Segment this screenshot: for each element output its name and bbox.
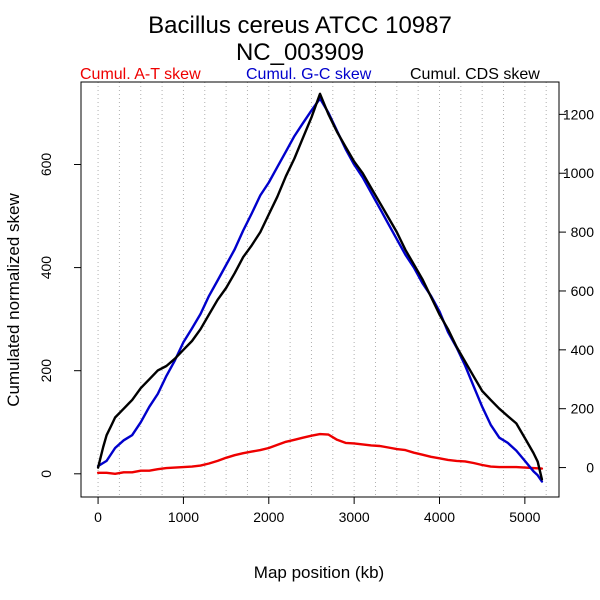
x-axis-label: Map position (kb) (254, 563, 384, 582)
y-right-tick-label: 400 (571, 342, 595, 358)
y-right-tick-label: 200 (571, 401, 595, 417)
x-tick-label: 5000 (509, 509, 540, 525)
x-tick-label: 3000 (339, 509, 370, 525)
y-left-tick-label: 600 (38, 153, 54, 177)
x-tick-label: 4000 (424, 509, 455, 525)
y-axis-left: 0 200 400 600 (38, 153, 81, 478)
y-left-tick-label: 400 (38, 256, 54, 280)
legend-gc-skew: Cumul. G-C skew (246, 66, 372, 83)
x-tick-label: 0 (94, 509, 102, 525)
chart-title: Bacillus cereus ATCC 10987 (148, 12, 452, 39)
x-tick-label: 2000 (253, 509, 284, 525)
y-right-tick-label: 1000 (563, 165, 594, 181)
legend-cds-skew: Cumul. CDS skew (410, 66, 540, 83)
series-line-cumul-cds-skew (96, 92, 544, 481)
series-layer (96, 92, 544, 483)
y-left-tick-label: 0 (38, 470, 54, 478)
chart-subtitle: NC_003909 (236, 39, 364, 66)
x-tick-label: 1000 (168, 509, 199, 525)
x-axis: 0 1000 2000 3000 4000 5000 (94, 497, 541, 525)
y-right-tick-label: 800 (571, 224, 595, 240)
y-right-tick-label: 0 (586, 460, 594, 476)
y-axis-right: 0 200 400 600 800 1000 1200 (559, 106, 595, 476)
plot-frame (80, 81, 560, 498)
y-left-tick-label: 200 (38, 359, 54, 383)
y-right-tick-label: 600 (571, 283, 595, 299)
y-axis-label: Cumulated normalized skew (4, 193, 23, 407)
y-right-tick-label: 1200 (563, 106, 594, 122)
legend-at-skew: Cumul. A-T skew (80, 66, 201, 83)
series-line-cumul-a-t-skew (96, 432, 544, 475)
series-line-cumul-g-c-skew (96, 97, 544, 483)
